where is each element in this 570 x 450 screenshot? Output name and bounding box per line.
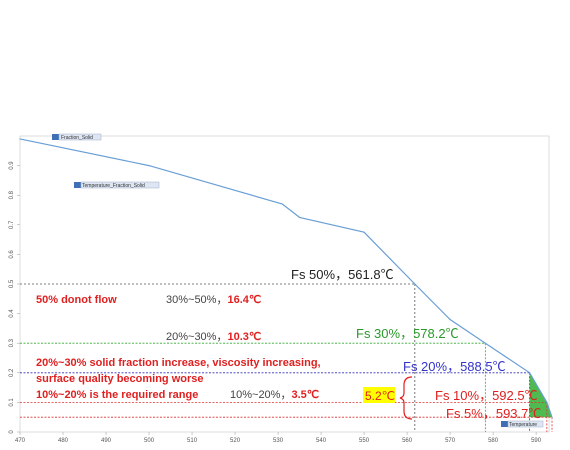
range-30-50: 30%~50%，16.4℃ <box>166 294 261 306</box>
y-tick-label: 0.7 <box>9 220 15 229</box>
y-tick-label: 0.8 <box>9 190 15 199</box>
x-tick-label: 580 <box>488 438 499 444</box>
y-tick-label: 0.6 <box>9 250 15 259</box>
x-tick-label: 500 <box>144 438 155 444</box>
data-point <box>19 138 21 140</box>
x-tick-label: 560 <box>402 438 413 444</box>
shaded-region <box>529 372 553 418</box>
ref-label-fs20: Fs 20%，588.5℃ <box>403 359 506 374</box>
ref-label-fs50: Fs 50%，561.8℃ <box>291 267 394 282</box>
delta-value: 5.2℃ <box>365 389 395 403</box>
data-point <box>484 342 486 344</box>
y-tick-label: 0.5 <box>9 279 15 288</box>
range-20-30: 20%~30%，10.3℃ <box>166 331 261 343</box>
legend-temperature-fraction-solid[interactable]: Temperature_Fraction_Solid <box>74 181 160 189</box>
legend-axis-label: Temperature <box>509 422 537 428</box>
range-10-20: 10%~20%，3.5℃ <box>230 389 319 401</box>
data-point <box>148 165 150 167</box>
range-10-20-value: 3.5℃ <box>291 389 319 401</box>
note-line-2: surface quality becoming worse <box>36 373 204 385</box>
y-tick-label: 0.3 <box>9 338 15 347</box>
ref-label-fs5: Fs 5%，593.7℃ <box>446 406 541 421</box>
x-tick-label: 490 <box>101 438 112 444</box>
data-point <box>363 231 365 233</box>
ref-label-fs10: Fs 10%，592.5℃ <box>435 388 538 403</box>
note-line-1: 20%~30% solid fraction increase, viscosi… <box>36 357 321 369</box>
x-tick-label: 540 <box>316 438 327 444</box>
tick-labels: 470 480 490 500 510 520 530 540 550 560 570 580 590 0… <box>9 161 542 444</box>
x-tick-label: 590 <box>531 438 542 444</box>
legend-temperature-axis[interactable]: Temperature <box>501 420 544 428</box>
range-30-50-value: 16.4℃ <box>227 294 261 306</box>
data-point <box>546 401 548 403</box>
y-tick-label: 0.1 <box>9 398 15 407</box>
y-tick-label: 0.4 <box>9 309 15 318</box>
x-tick-label: 530 <box>273 438 284 444</box>
ref-label-fs30: Fs 30%，578.2℃ <box>356 326 459 341</box>
x-tick-label: 480 <box>58 438 69 444</box>
legend-fraction-solid-label: Fraction_Solid <box>61 135 93 141</box>
range-30-50-label: 30%~50%， <box>166 294 227 306</box>
y-tick-label: 0 <box>9 430 15 434</box>
legend-curve-label: Temperature_Fraction_Solid <box>82 183 145 189</box>
range-20-30-value: 10.3℃ <box>227 331 261 343</box>
data-point <box>281 203 283 205</box>
y-tick-label: 0.2 <box>9 368 15 377</box>
delta-highlight <box>363 387 395 403</box>
data-point <box>551 416 553 418</box>
data-point <box>414 283 416 285</box>
data-point <box>529 372 531 374</box>
data-point <box>298 216 301 218</box>
x-tick-label: 520 <box>230 438 241 444</box>
reference-lines <box>20 283 553 432</box>
data-point <box>449 318 451 321</box>
legend-fraction-solid[interactable]: Fraction_Solid <box>52 133 102 141</box>
x-tick-label: 550 <box>359 438 370 444</box>
x-tick-label: 570 <box>445 438 456 444</box>
note-line-3: 10%~20% is the required range <box>36 389 198 401</box>
note-no-flow: 50% donot flow <box>36 294 117 306</box>
x-tick-label: 510 <box>187 438 198 444</box>
x-tick-label: 470 <box>15 438 26 444</box>
range-10-20-label: 10%~20%， <box>230 389 291 401</box>
range-20-30-label: 20%~30%， <box>166 331 227 343</box>
y-tick-label: 0.9 <box>9 161 15 170</box>
delta-brace <box>399 376 413 420</box>
series-layer <box>19 138 553 418</box>
shaded-area <box>529 372 553 418</box>
